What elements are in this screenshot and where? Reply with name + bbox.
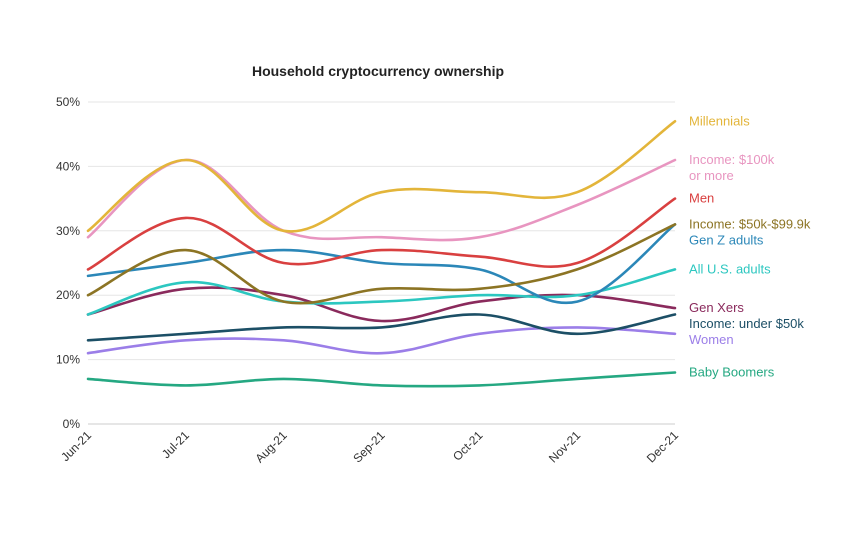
series-line-income-under-50k: [86, 313, 677, 342]
x-axis: Jun-21 Jul-21 Aug-21 Sep-21 Oct-21 Nov-21 Dec-…: [58, 428, 681, 465]
y-tick-label: 10%: [56, 353, 80, 367]
x-tick-label: Sep-21: [350, 428, 387, 465]
y-tick-label: 40%: [56, 159, 80, 173]
y-tick-label: 20%: [56, 288, 80, 302]
y-tick-label: 30%: [56, 224, 80, 238]
series-line-income-100k-or-more: [86, 158, 677, 242]
series-line-all-u-s-adults: [86, 268, 677, 316]
y-tick-label: 0%: [63, 417, 81, 431]
legend-label: Baby Boomers: [689, 364, 775, 379]
series-line-gen-z-adults: [86, 223, 677, 305]
series-line-income-50k-99-9k: [86, 223, 677, 305]
series-lines: [86, 120, 677, 388]
legend-label: Income: $100k or more: [689, 152, 775, 183]
x-tick-label: Dec-21: [644, 428, 681, 465]
x-tick-label: Nov-21: [546, 428, 583, 465]
legend-label: Income: under $50k: [689, 316, 804, 331]
legend-label: Income: $50k-$99.9k: [689, 216, 811, 231]
series-line-millennials: [86, 120, 677, 233]
x-tick-label: Jul-21: [159, 428, 192, 461]
x-tick-label: Oct-21: [450, 428, 486, 464]
legend-label: Women: [689, 332, 734, 347]
legend-label: Millennials: [689, 113, 750, 128]
legend-label: Gen Xers: [689, 300, 744, 315]
legend-label: All U.S. adults: [689, 261, 771, 276]
chart-title: Household cryptocurrency ownership: [252, 63, 504, 79]
y-tick-label: 50%: [56, 95, 80, 109]
y-axis: 0% 10% 20% 30% 40% 50%: [56, 95, 80, 431]
legend-label: Gen Z adults: [689, 232, 764, 247]
x-tick-label: Jun-21: [58, 428, 94, 464]
series-line-men: [86, 197, 677, 271]
gridlines: [88, 101, 675, 425]
legend: Millennials Income: $100k or more Men Income…: [689, 113, 811, 379]
series-line-women: [86, 326, 677, 355]
legend-label: Men: [689, 191, 714, 206]
series-line-baby-boomers: [86, 371, 677, 388]
x-tick-label: Aug-21: [253, 428, 290, 465]
